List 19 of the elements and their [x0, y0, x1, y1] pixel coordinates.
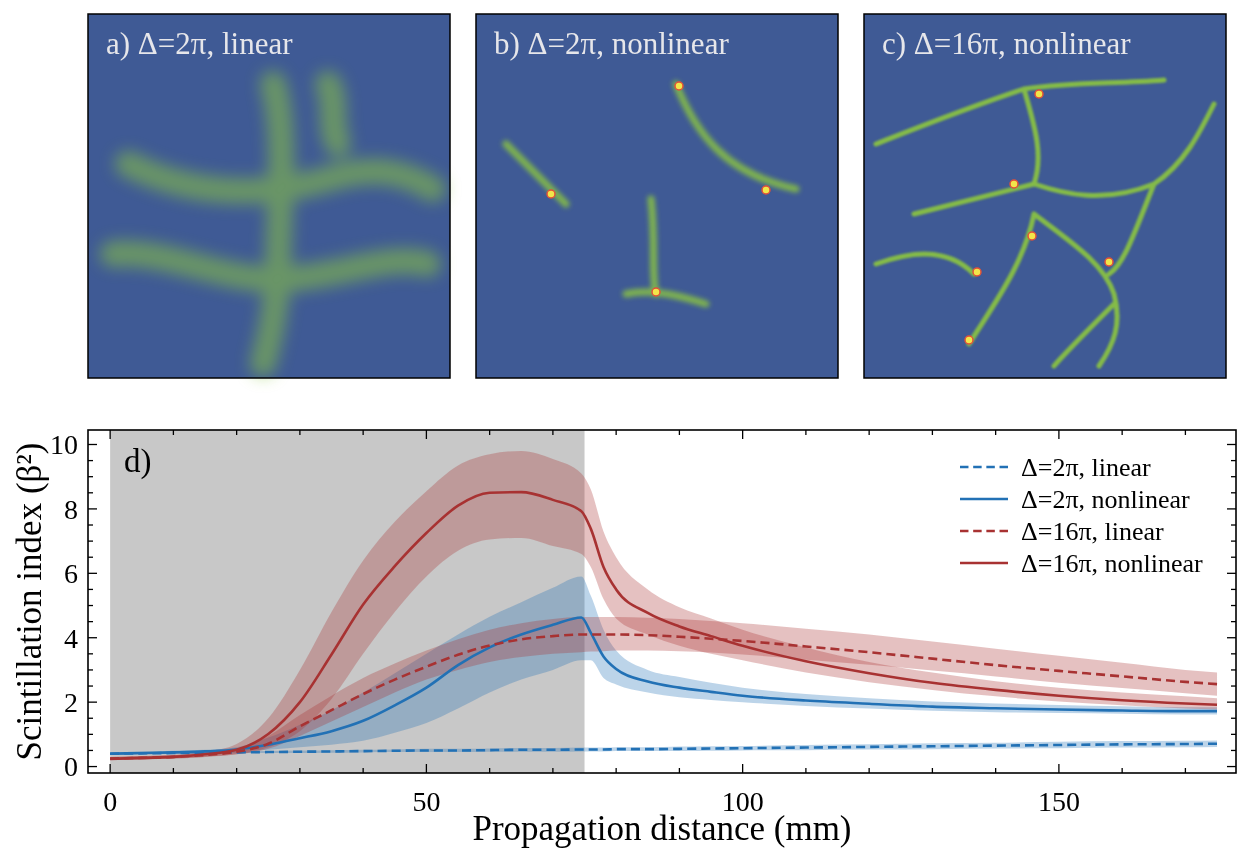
- x-tick-label: 50: [412, 786, 441, 817]
- legend-label: Δ=2π, linear: [1021, 453, 1152, 483]
- text: a) Δ=2π, linear: [106, 26, 294, 61]
- x-tick-label: 150: [1037, 786, 1080, 817]
- y-tick-label: 0: [64, 751, 78, 783]
- legend-label: Δ=16π, nonlinear: [1021, 549, 1204, 579]
- y-tick-label: 4: [64, 622, 78, 654]
- y-axis-title: Scintillation index (β²): [10, 442, 49, 761]
- y-tick-label: 6: [64, 558, 78, 590]
- text: b) Δ=2π, nonlinear: [494, 26, 730, 61]
- x-tick-label: 0: [103, 786, 118, 817]
- x-tick-label: 100: [721, 786, 764, 817]
- chart-title: d): [124, 443, 152, 480]
- y-tick-label: 8: [64, 493, 78, 525]
- y-tick-label: 2: [64, 686, 78, 718]
- y-tick-label: 10: [50, 429, 78, 461]
- legend-label: Δ=2π, nonlinear: [1021, 485, 1191, 515]
- text: c) Δ=16π, nonlinear: [882, 26, 1132, 61]
- legend-label: Δ=16π, linear: [1021, 517, 1165, 547]
